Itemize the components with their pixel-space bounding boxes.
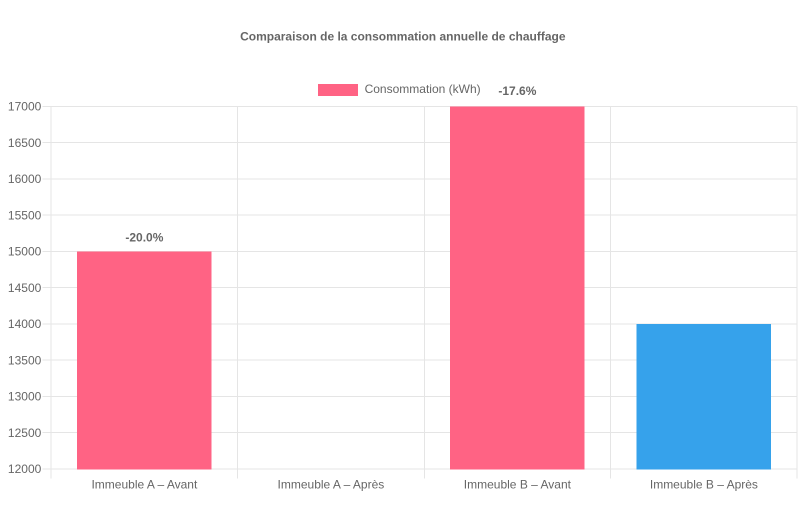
svg-text:13500: 13500 <box>8 353 42 367</box>
svg-text:Immeuble B – Avant: Immeuble B – Avant <box>464 478 572 492</box>
svg-text:12500: 12500 <box>8 426 42 440</box>
svg-text:Immeuble A – Avant: Immeuble A – Avant <box>91 478 198 492</box>
svg-text:13000: 13000 <box>8 390 42 404</box>
svg-text:Immeuble B – Après: Immeuble B – Après <box>650 478 758 492</box>
svg-text:Immeuble A – Après: Immeuble A – Après <box>278 478 385 492</box>
svg-text:Comparaison de la consommation: Comparaison de la consommation annuelle … <box>240 30 566 44</box>
svg-text:16500: 16500 <box>8 136 42 150</box>
svg-text:14500: 14500 <box>8 281 42 295</box>
svg-text:15500: 15500 <box>8 209 42 223</box>
svg-text:15000: 15000 <box>8 245 42 259</box>
svg-text:17000: 17000 <box>8 100 42 114</box>
svg-text:16000: 16000 <box>8 172 42 186</box>
svg-text:14000: 14000 <box>8 317 42 331</box>
svg-text:-17.6%: -17.6% <box>498 84 536 98</box>
svg-text:-20.0%: -20.0% <box>125 231 163 245</box>
svg-text:Consommation (kWh): Consommation (kWh) <box>365 82 481 96</box>
svg-text:12000: 12000 <box>8 462 42 476</box>
